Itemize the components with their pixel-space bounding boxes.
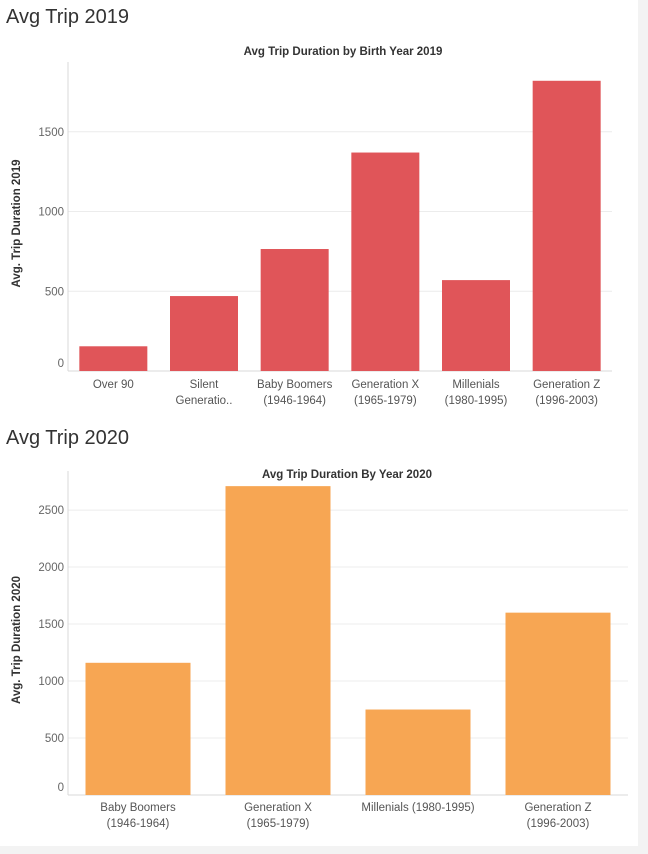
- x-category-label: Over 90: [93, 379, 134, 391]
- chart-title: Avg Trip Duration By Year 2020: [262, 469, 432, 481]
- y-tick-label: 1000: [38, 207, 64, 219]
- y-tick-label: 1500: [38, 619, 64, 631]
- y-tick-label: 500: [45, 733, 64, 745]
- x-category-label: Generation Z: [533, 379, 600, 391]
- bar[interactable]: [79, 346, 148, 371]
- x-category-label: Generation Z: [524, 802, 591, 814]
- y-tick-label: 1500: [38, 127, 64, 139]
- y-tick-label: 0: [58, 782, 64, 794]
- x-category-label: (1946-1964): [107, 818, 170, 830]
- x-category-label: (1965-1979): [247, 818, 310, 830]
- x-category-label: Millenials (1980-1995): [361, 802, 474, 814]
- y-tick-label: 1000: [38, 676, 64, 688]
- x-category-label: (1965-1979): [354, 395, 417, 407]
- dashboard: Avg Trip 2019 Avg Trip Duration by Birth…: [0, 0, 638, 846]
- bar[interactable]: [351, 152, 420, 371]
- x-category-label: Millenials: [452, 379, 500, 391]
- x-category-label: (1980-1995): [445, 395, 508, 407]
- x-category-label: Baby Boomers: [257, 379, 333, 391]
- x-category-label: Generation X: [244, 802, 312, 814]
- chart-title: Avg Trip Duration by Birth Year 2019: [244, 46, 443, 58]
- bar[interactable]: [260, 249, 329, 371]
- x-category-label: Silent: [190, 379, 220, 391]
- x-category-label: Generation X: [351, 379, 419, 391]
- bar[interactable]: [532, 80, 601, 371]
- y-tick-label: 2500: [38, 505, 64, 517]
- x-category-label: (1996-2003): [527, 818, 590, 830]
- y-tick-label: 0: [58, 358, 64, 370]
- y-axis-title: Avg. Trip Duration 2019: [11, 159, 23, 287]
- chart-2019: Avg Trip Duration by Birth Year 2019 Avg.…: [11, 46, 612, 407]
- x-category-label: Generatio..: [176, 395, 233, 407]
- x-category-label: Baby Boomers: [100, 802, 176, 814]
- y-tick-label: 2000: [38, 562, 64, 574]
- y-axis-title: Avg. Trip Duration 2020: [11, 576, 23, 704]
- bar[interactable]: [225, 486, 331, 795]
- bar[interactable]: [85, 662, 191, 795]
- x-category-label: (1996-2003): [535, 395, 598, 407]
- section-title-2019: Avg Trip 2019: [6, 6, 130, 28]
- x-category-label: (1946-1964): [263, 395, 326, 407]
- chart-2020: Avg Trip Duration By Year 2020 Avg. Trip …: [11, 469, 628, 830]
- bar[interactable]: [505, 612, 611, 795]
- bar[interactable]: [365, 709, 471, 795]
- bar[interactable]: [442, 280, 510, 371]
- section-title-2020: Avg Trip 2020: [6, 427, 130, 449]
- bar[interactable]: [170, 296, 238, 371]
- y-tick-label: 500: [45, 286, 64, 298]
